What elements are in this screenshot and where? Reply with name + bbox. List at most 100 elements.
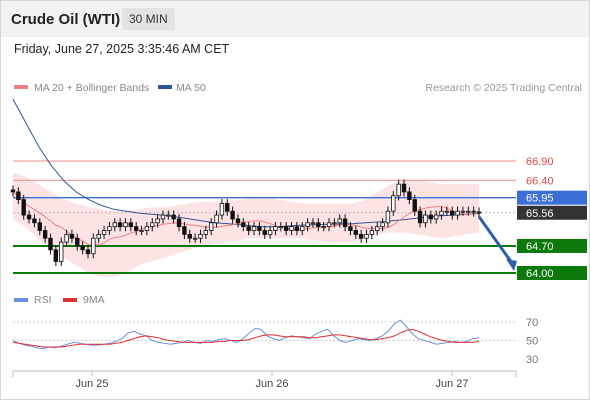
candle-body	[139, 230, 144, 232]
candle-body	[267, 230, 273, 235]
candle	[273, 222, 278, 236]
forecast-arrow-shaft	[477, 215, 514, 264]
candle-body	[230, 210, 235, 220]
candle-body	[64, 233, 69, 243]
candle-body	[278, 226, 284, 229]
candle-body	[369, 230, 375, 235]
candle-body	[251, 226, 257, 231]
candle	[428, 210, 433, 224]
candle	[369, 225, 375, 240]
candle	[182, 222, 187, 240]
candle	[278, 222, 284, 232]
candle	[342, 214, 348, 232]
rsi-tick-label: 70	[526, 317, 538, 329]
candle-body	[203, 230, 209, 235]
x-tick-label: Jun 26	[255, 378, 288, 390]
instrument-title: Crude Oil (WTI)	[11, 11, 121, 28]
candle	[80, 241, 85, 255]
candle	[192, 233, 198, 243]
candle-body	[166, 214, 171, 217]
copyright-text: Research © 2025 Trading Central	[425, 82, 582, 94]
level-label-4: 64.70	[526, 241, 554, 253]
candle	[75, 233, 80, 251]
candle-body	[364, 233, 369, 239]
candle-body	[433, 214, 439, 220]
candle	[117, 218, 123, 232]
candle	[476, 207, 482, 218]
candle-body	[176, 218, 182, 228]
candle	[91, 233, 96, 259]
bollinger-band-area	[13, 172, 479, 277]
candle-body	[342, 218, 348, 228]
candle-body	[294, 226, 300, 231]
candle-body	[155, 218, 160, 224]
candle-body	[380, 222, 385, 228]
candle-body	[450, 210, 455, 216]
candle-body	[273, 226, 278, 231]
candle	[348, 222, 353, 236]
candle-body	[310, 222, 316, 225]
candle-body	[96, 233, 101, 239]
candle-body	[412, 199, 417, 212]
price-plot-area	[10, 98, 517, 277]
candle	[203, 225, 209, 240]
candle	[289, 222, 294, 236]
candle-body	[476, 211, 482, 214]
candle-body	[289, 226, 294, 231]
level-label-bg-2	[517, 190, 587, 205]
candle-body	[375, 226, 380, 231]
candle	[407, 187, 412, 205]
candle	[391, 191, 396, 216]
candle	[53, 245, 59, 267]
candle	[42, 225, 48, 243]
candle-body	[59, 241, 64, 262]
candle	[144, 222, 150, 236]
candle	[332, 218, 337, 228]
candle-body	[198, 233, 203, 239]
candle	[380, 218, 385, 232]
rsi-legend-swatch	[14, 298, 28, 302]
candle-body	[219, 203, 225, 216]
candle-body	[326, 222, 332, 228]
ma20-legend-swatch	[14, 85, 28, 89]
candle	[59, 237, 64, 267]
rsi-tick-label: 50	[526, 336, 538, 348]
rsi-legend-label: RSI	[34, 294, 52, 306]
candle	[385, 206, 391, 228]
rsi-line	[12, 319, 480, 350]
ma50-legend-label: MA 50	[176, 82, 206, 94]
candle	[321, 222, 326, 232]
candle	[417, 206, 423, 228]
candle	[176, 214, 182, 232]
candle-body	[69, 233, 75, 239]
candle-body	[42, 230, 48, 239]
candle	[433, 210, 439, 224]
candle	[101, 225, 107, 240]
candle	[225, 198, 230, 216]
ma50-line	[12, 98, 480, 228]
candle	[32, 214, 37, 228]
candle	[123, 218, 128, 232]
candle-body	[187, 233, 192, 239]
level-label-bg-3	[517, 205, 587, 220]
x-tick-label: Jun 25	[75, 378, 108, 390]
candle	[96, 229, 101, 243]
candle-body	[53, 249, 59, 262]
candle	[128, 218, 134, 232]
candle-body	[21, 199, 26, 216]
level-label-bg-5	[517, 266, 587, 280]
ma50-legend-swatch	[158, 85, 172, 89]
candle	[241, 218, 246, 232]
candle-body	[150, 222, 155, 228]
candle	[305, 218, 310, 232]
candle	[294, 222, 300, 236]
candle-body	[444, 210, 450, 213]
candle	[133, 222, 139, 236]
candle	[21, 194, 26, 220]
header-bar: Crude Oil (WTI) 30 MIN	[1, 1, 589, 37]
x-tick-label: Jun 27	[435, 378, 468, 390]
interval-badge[interactable]: 30 MIN	[122, 8, 175, 30]
candle	[16, 187, 21, 205]
candle	[337, 214, 342, 228]
